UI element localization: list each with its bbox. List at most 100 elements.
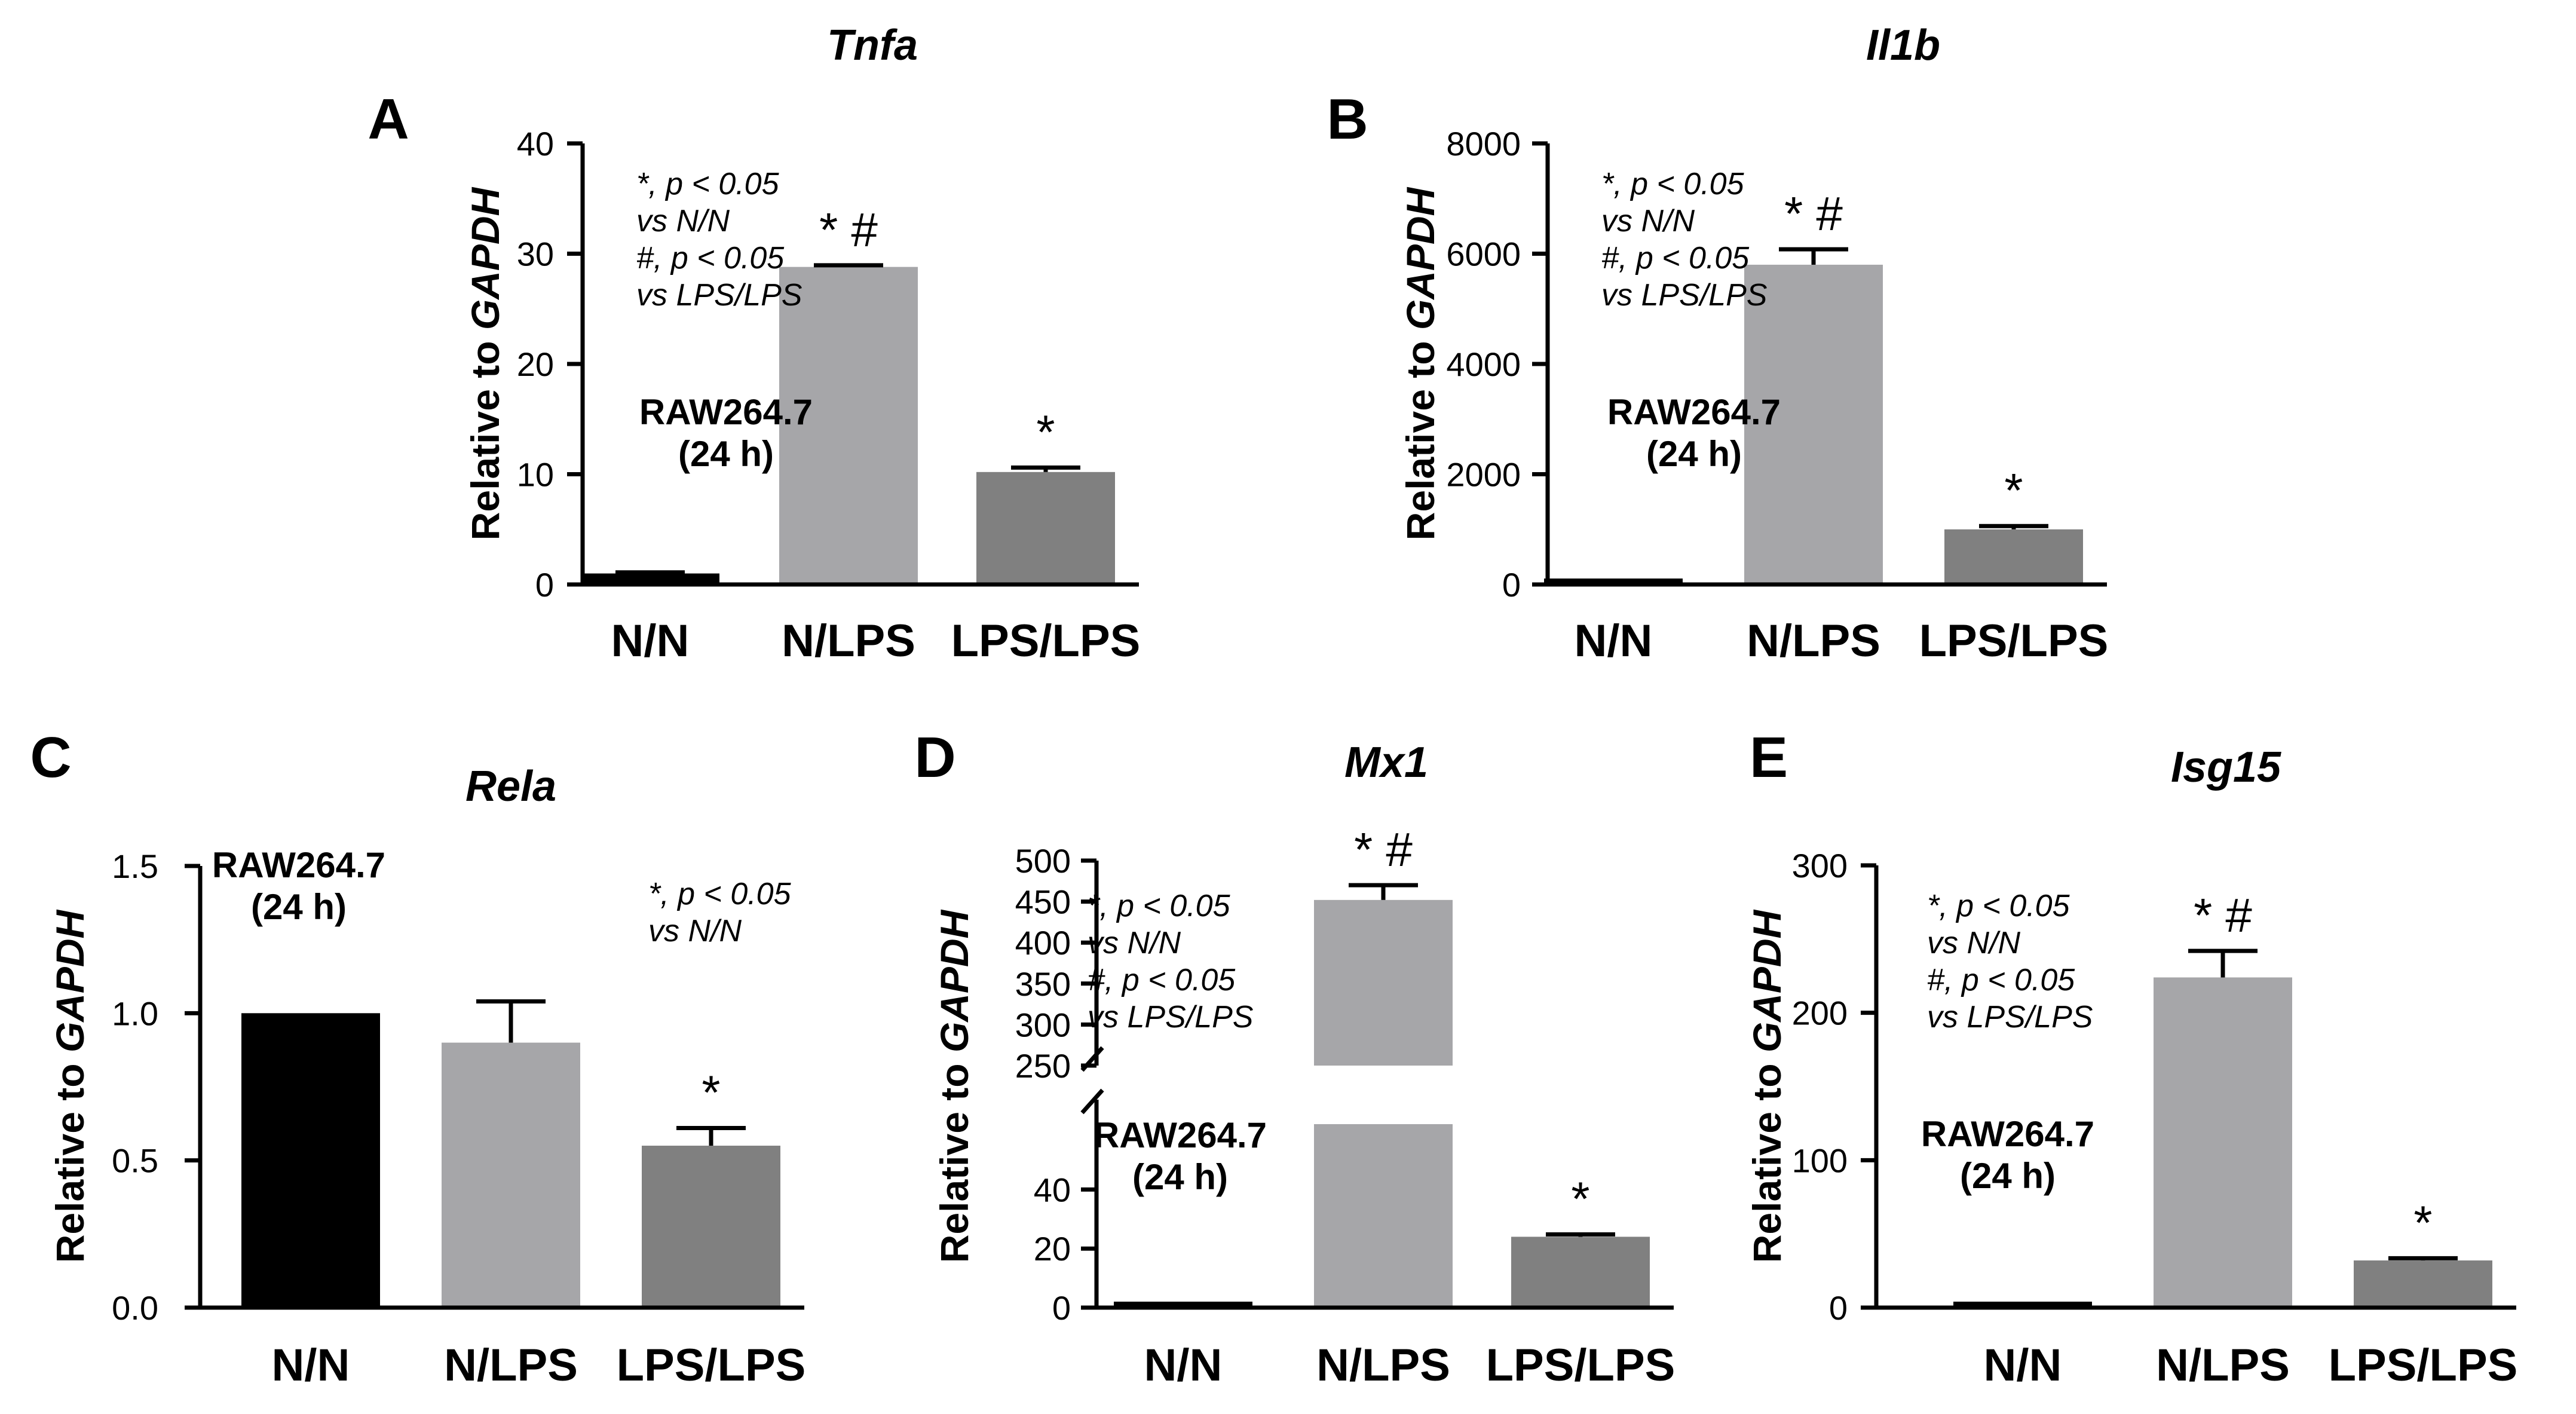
axis-break-mark bbox=[1080, 1088, 1104, 1115]
panel-d: D Mx1 Relative to GAPDH N/N * # N/LPS * LPS/LPS… bbox=[914, 726, 1675, 1391]
y-tick-label: 100 bbox=[1792, 1141, 1848, 1179]
bar-n-lps-upper bbox=[1314, 899, 1453, 1066]
cell-line-label: RAW264.7 bbox=[212, 845, 385, 885]
significance-mark: * bbox=[1036, 405, 1055, 458]
panel-e: E Isg15 Relative to GAPDH N/N * # N/LPS * LPS/L… bbox=[1745, 726, 2517, 1391]
y-tick-label: 400 bbox=[1015, 924, 1071, 962]
y-axis-label-gene: GAPDH bbox=[1745, 909, 1789, 1052]
panel-b: B Il1b Relative to GAPDH N/N * # N/LPS * LPS/LP… bbox=[1327, 22, 2108, 666]
stats-note-line: *, p < 0.05 bbox=[1927, 889, 2070, 923]
cell-line-label: RAW264.7 bbox=[1607, 392, 1781, 432]
y-tick-label: 20 bbox=[517, 345, 554, 383]
significance-mark: * # bbox=[2194, 889, 2252, 942]
category-label: N/N bbox=[1575, 616, 1653, 666]
y-tick-label: 1.0 bbox=[112, 994, 158, 1032]
y-tick-label: 0 bbox=[1502, 566, 1521, 604]
category-label: N/LPS bbox=[2156, 1340, 2290, 1391]
stats-note-line: vs LPS/LPS bbox=[636, 278, 802, 313]
y-axis-label-gene: GAPDH bbox=[1398, 186, 1442, 330]
stats-note-line: #, p < 0.05 bbox=[1601, 241, 1750, 276]
chart-title: Mx1 bbox=[1344, 739, 1428, 786]
category-label: N/LPS bbox=[1747, 616, 1880, 666]
y-tick-label: 200 bbox=[1792, 994, 1848, 1032]
stats-note-line: vs N/N bbox=[1088, 926, 1181, 960]
bar-lps-lps bbox=[2354, 1260, 2492, 1308]
bar-n-lps bbox=[779, 267, 918, 584]
stats-note-line: vs LPS/LPS bbox=[1927, 1000, 2093, 1035]
stats-note-line: #, p < 0.05 bbox=[636, 241, 785, 276]
bar-n-lps-lower bbox=[1314, 1124, 1453, 1308]
y-tick-label: 40 bbox=[1034, 1171, 1071, 1208]
y-tick-label: 0 bbox=[1829, 1289, 1848, 1327]
bar-n-n bbox=[581, 573, 719, 584]
category-label: N/N bbox=[611, 616, 690, 666]
panel-c: C Rela Relative to GAPDH N/N N/LPS * LPS/LPS 0.… bbox=[30, 726, 805, 1391]
chart-title: Isg15 bbox=[2171, 743, 2281, 791]
cell-line-label: RAW264.7 bbox=[639, 392, 813, 432]
y-tick-label: 6000 bbox=[1446, 235, 1521, 273]
y-tick-label: 350 bbox=[1015, 965, 1071, 1003]
bar-n-n bbox=[1544, 579, 1683, 584]
significance-mark: * bbox=[702, 1066, 720, 1119]
y-tick-label: 250 bbox=[1015, 1047, 1071, 1085]
panel-letter: E bbox=[1750, 726, 1788, 789]
significance-mark: * bbox=[2004, 464, 2023, 517]
y-tick-label: 0 bbox=[1052, 1289, 1071, 1327]
stats-note-line: vs N/N bbox=[636, 204, 730, 238]
y-tick-label: 500 bbox=[1015, 842, 1071, 880]
stats-note-line: #, p < 0.05 bbox=[1088, 963, 1236, 997]
stats-note-line: *, p < 0.05 bbox=[1088, 889, 1231, 923]
significance-mark: * # bbox=[1784, 187, 1843, 240]
timepoint-label: (24 h) bbox=[1960, 1156, 2056, 1196]
timepoint-label: (24 h) bbox=[251, 887, 347, 927]
y-axis-label: Relative to GAPDH bbox=[1745, 909, 1789, 1263]
stats-note-line: vs LPS/LPS bbox=[1601, 278, 1768, 313]
y-axis-label: Relative to GAPDH bbox=[48, 909, 92, 1263]
bar-lps-lps bbox=[1944, 529, 2083, 584]
y-axis-label-prefix: Relative to bbox=[1398, 330, 1442, 540]
category-label: LPS/LPS bbox=[617, 1340, 806, 1391]
stats-note-line: vs N/N bbox=[648, 914, 742, 948]
category-label: N/LPS bbox=[1316, 1340, 1450, 1391]
stats-note-line: vs N/N bbox=[1601, 204, 1695, 238]
y-tick-label: 1.5 bbox=[112, 847, 158, 885]
stats-note-line: vs LPS/LPS bbox=[1088, 1000, 1254, 1035]
y-axis-label-prefix: Relative to bbox=[1745, 1052, 1789, 1263]
bar-n-n bbox=[241, 1013, 380, 1308]
panel-letter: B bbox=[1327, 87, 1368, 151]
y-tick-label: 0.5 bbox=[112, 1142, 158, 1180]
category-label: N/N bbox=[272, 1340, 350, 1391]
y-axis-label-gene: GAPDH bbox=[932, 909, 976, 1052]
category-label: N/LPS bbox=[444, 1340, 578, 1391]
y-tick-label: 0 bbox=[535, 566, 554, 604]
y-axis-label-gene: GAPDH bbox=[463, 186, 507, 330]
y-tick-label: 4000 bbox=[1446, 345, 1521, 383]
significance-mark: * # bbox=[819, 203, 878, 256]
y-axis-label: Relative to GAPDH bbox=[463, 186, 507, 540]
bar-lps-lps bbox=[1511, 1237, 1650, 1308]
bar-n-lps bbox=[442, 1042, 580, 1308]
y-tick-label: 30 bbox=[517, 235, 554, 273]
category-label: N/N bbox=[1984, 1340, 2062, 1391]
bar-n-lps bbox=[2154, 977, 2292, 1308]
y-tick-label: 2000 bbox=[1446, 456, 1521, 494]
stats-note-line: *, p < 0.05 bbox=[636, 167, 780, 201]
y-axis-label: Relative to GAPDH bbox=[932, 909, 976, 1263]
significance-mark: * bbox=[1571, 1172, 1589, 1225]
category-label: N/N bbox=[1144, 1340, 1223, 1391]
category-label: LPS/LPS bbox=[951, 616, 1141, 666]
y-tick-label: 40 bbox=[517, 125, 554, 163]
bar-lps-lps bbox=[976, 472, 1115, 584]
y-tick-label: 20 bbox=[1034, 1230, 1071, 1268]
category-label: LPS/LPS bbox=[2329, 1340, 2518, 1391]
category-label: LPS/LPS bbox=[1919, 616, 2109, 666]
significance-mark: * # bbox=[1354, 823, 1413, 876]
y-tick-label: 300 bbox=[1792, 847, 1848, 884]
bar-lps-lps bbox=[642, 1146, 780, 1308]
category-label: LPS/LPS bbox=[1486, 1340, 1676, 1391]
y-tick-label: 450 bbox=[1015, 883, 1071, 921]
y-axis-label-prefix: Relative to bbox=[932, 1052, 976, 1263]
timepoint-label: (24 h) bbox=[1646, 434, 1742, 474]
category-label: N/LPS bbox=[782, 616, 915, 666]
